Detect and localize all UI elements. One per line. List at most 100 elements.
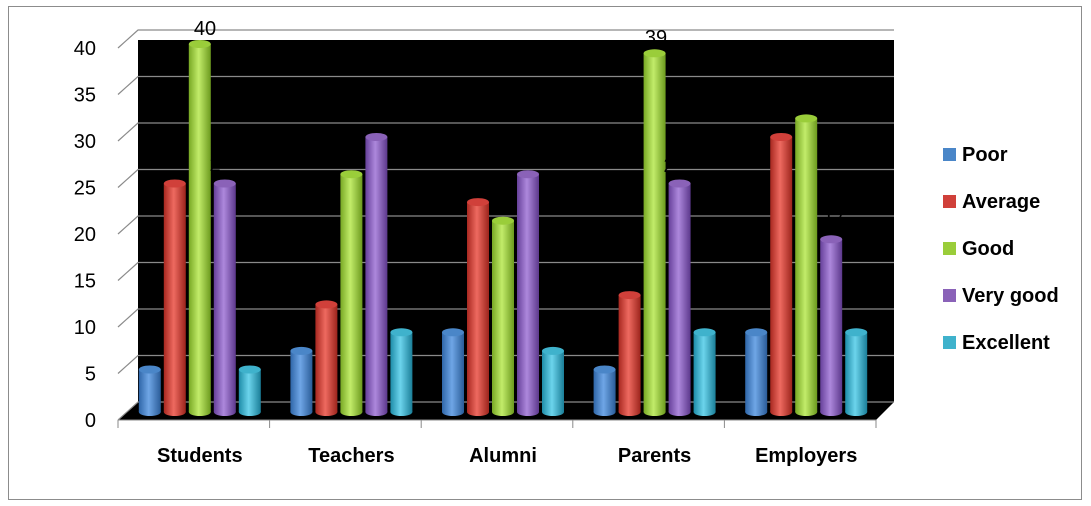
bar-body [845, 332, 868, 412]
bar-top [442, 328, 464, 337]
bar-base [492, 408, 514, 416]
legend-swatch [943, 148, 956, 161]
bar-body [542, 350, 564, 412]
bar-top [668, 179, 691, 188]
bar-body [770, 137, 793, 412]
bar-top [365, 133, 388, 141]
bar-very-good-alumni [517, 170, 539, 416]
bar-base [138, 408, 161, 416]
bar-body [138, 369, 161, 412]
data-label: 40 [194, 18, 216, 40]
bar-excellent-teachers [390, 328, 413, 416]
bar-top [340, 170, 363, 179]
bar-base [467, 408, 489, 416]
bar-body [163, 183, 186, 412]
bar-base [390, 408, 413, 416]
bar-base [163, 408, 186, 416]
gridline [117, 29, 894, 49]
bar-top [213, 179, 236, 188]
bar-base [517, 408, 539, 416]
bar-base [770, 408, 793, 416]
bar-body [213, 183, 236, 412]
legend: Poor Average Good Very good Excellent [943, 144, 1059, 354]
bar-top [390, 328, 413, 337]
bar-top [795, 114, 818, 123]
bar-body [290, 350, 313, 412]
bar-excellent-students [238, 365, 261, 416]
bar-base [618, 408, 641, 416]
bar-body [668, 183, 691, 412]
bar-base [365, 408, 388, 416]
bar-top [492, 216, 514, 225]
gridline [117, 122, 894, 142]
y-tick-label: 40 [74, 38, 96, 60]
bar-body [618, 295, 641, 412]
legend-label: Good [962, 238, 1014, 260]
gridline [117, 401, 894, 421]
gridline [117, 308, 894, 328]
legend-swatch [943, 336, 956, 349]
bar-top [188, 40, 211, 48]
category-label: Teachers [308, 445, 394, 467]
bar-top [238, 365, 261, 374]
bar-base [442, 408, 464, 416]
legend-label: Very good [962, 285, 1059, 307]
legend-swatch [943, 195, 956, 208]
bar-body [442, 332, 464, 412]
bar-poor-students [138, 365, 161, 416]
y-tick-label: 5 [85, 364, 96, 386]
bar-very-good-students [213, 179, 236, 416]
bar-body [517, 174, 539, 412]
bar-top [467, 198, 489, 207]
bar-excellent-alumni [542, 346, 564, 416]
bar-good-parents [643, 49, 666, 416]
legend-label: Excellent [962, 332, 1050, 354]
bar-top [315, 300, 338, 309]
bar-excellent-parents [693, 328, 716, 416]
bar-top [770, 133, 793, 141]
bar-top [138, 365, 161, 374]
bar-body [390, 332, 413, 412]
bar-top [290, 346, 313, 355]
y-tick-label: 10 [74, 317, 96, 339]
legend-label: Average [962, 191, 1040, 213]
bar-top [845, 328, 868, 337]
bar-body [315, 304, 338, 412]
bar-base [845, 408, 868, 416]
category-label: Parents [618, 445, 691, 467]
bar-body [593, 369, 616, 412]
bar-base [542, 408, 564, 416]
category-label: Employers [755, 445, 857, 467]
bar-top [618, 291, 641, 300]
gridline [117, 215, 894, 235]
category-label: Students [157, 445, 243, 467]
bar-body [467, 202, 489, 412]
bar-top [693, 328, 716, 337]
bar-poor-employers [745, 328, 768, 416]
bar-top [745, 328, 768, 337]
bar-average-students [163, 179, 186, 416]
y-tick-label: 15 [74, 271, 96, 293]
bar-base [290, 408, 313, 416]
bar-top [163, 179, 186, 188]
bar-poor-parents [593, 365, 616, 416]
bar-top [517, 170, 539, 179]
category-label: Alumni [469, 445, 537, 467]
bar-base [668, 408, 691, 416]
bar-good-teachers [340, 170, 363, 416]
bar-average-alumni [467, 198, 489, 416]
bar-body [492, 220, 514, 412]
gridline [117, 168, 894, 188]
bar-body [643, 53, 666, 413]
bar-body [238, 369, 261, 412]
legend-swatch [943, 242, 956, 255]
bar-top [643, 49, 666, 58]
bar-very-good-parents [668, 179, 691, 416]
bar-top [542, 346, 564, 355]
bar-body [693, 332, 716, 412]
bar-base [213, 408, 236, 416]
gridline [117, 354, 894, 374]
bar-base [820, 408, 843, 416]
y-tick-label: 0 [85, 410, 96, 432]
